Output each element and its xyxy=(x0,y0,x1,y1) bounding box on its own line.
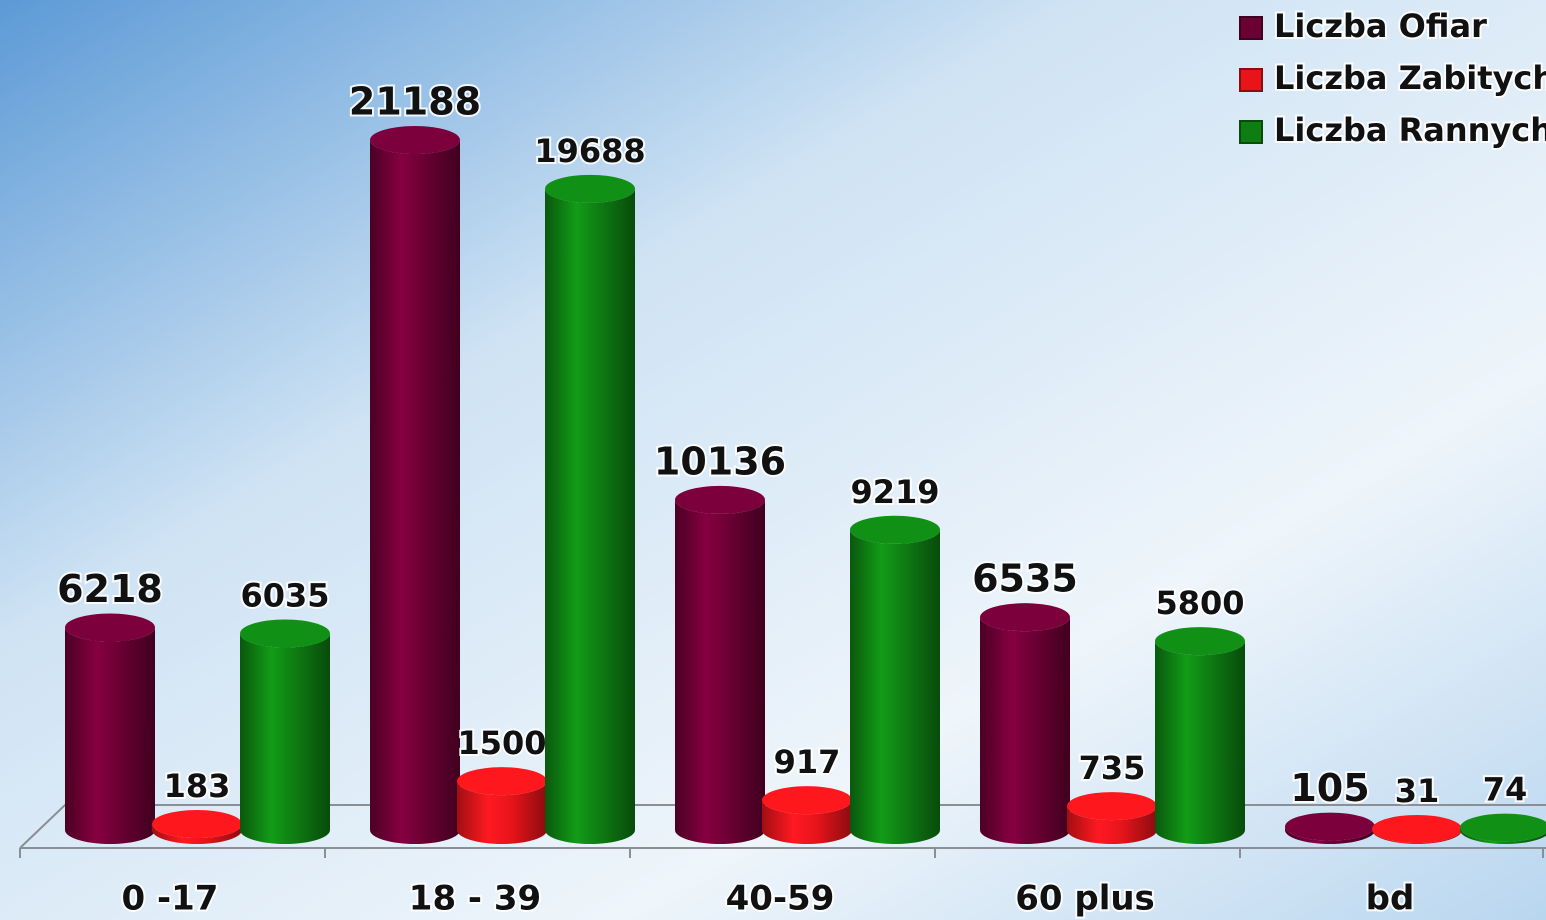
legend-label: Liczba Ofiar xyxy=(1274,7,1487,45)
data-label: 21188 xyxy=(349,80,481,124)
bar-top xyxy=(1460,813,1546,842)
bar-top xyxy=(65,613,155,642)
bar xyxy=(762,800,852,844)
x-tick-label: 60 plus xyxy=(1015,879,1155,919)
legend-marker xyxy=(1239,16,1263,40)
x-tick-label: 0 -17 xyxy=(122,879,219,919)
bar xyxy=(457,781,547,844)
bar-top xyxy=(457,767,547,796)
data-label: 19688 xyxy=(534,132,645,170)
legend-label: Liczba Rannych xyxy=(1274,111,1546,149)
bar-top xyxy=(1285,812,1375,841)
bar-top xyxy=(675,485,765,514)
bar xyxy=(675,499,765,844)
bar-top xyxy=(980,603,1070,632)
bar-top xyxy=(850,515,940,544)
bar-top xyxy=(762,786,852,815)
legend: Liczba Ofiar Liczba Zabitych Liczba Rannyc… xyxy=(1239,5,1546,151)
legend-marker xyxy=(1239,68,1263,92)
bar xyxy=(152,824,242,844)
bar xyxy=(1155,641,1245,844)
data-label: 74 xyxy=(1483,771,1528,809)
bar xyxy=(240,633,330,844)
bar xyxy=(545,188,635,845)
bar xyxy=(65,627,155,844)
data-label: 1500 xyxy=(457,724,546,762)
x-tick-label: 18 - 39 xyxy=(409,879,541,919)
data-label: 10136 xyxy=(654,439,786,483)
data-label: 105 xyxy=(1290,766,1369,810)
legend-marker xyxy=(1239,120,1263,144)
bar-top xyxy=(545,174,635,203)
bar-top xyxy=(1372,814,1462,843)
data-label: 917 xyxy=(774,743,841,781)
bar xyxy=(1067,806,1157,844)
data-label: 6035 xyxy=(240,576,329,614)
data-label: 6535 xyxy=(972,557,1078,601)
data-label: 6218 xyxy=(57,567,163,611)
data-label: 735 xyxy=(1079,749,1146,787)
bar xyxy=(1460,827,1546,844)
bar-top xyxy=(240,619,330,648)
bar-top xyxy=(152,810,242,839)
bar-top xyxy=(1067,792,1157,821)
data-label: 31 xyxy=(1395,772,1440,810)
bar xyxy=(1285,826,1375,844)
bar-top xyxy=(1155,627,1245,656)
bar xyxy=(850,529,940,844)
bar xyxy=(370,140,460,844)
legend-label: Liczba Zabitych xyxy=(1274,59,1546,97)
bar xyxy=(980,617,1070,844)
x-tick-label: bd xyxy=(1366,879,1415,919)
data-label: 9219 xyxy=(850,473,939,511)
bar-top xyxy=(370,126,460,154)
data-label: 5800 xyxy=(1155,584,1244,622)
x-tick-label: 40-59 xyxy=(726,879,835,919)
plot: 0 -17 6218 183 6035 18 - 39 21188 1500 19688 40-… xyxy=(19,78,1546,920)
data-label: 183 xyxy=(164,767,231,805)
